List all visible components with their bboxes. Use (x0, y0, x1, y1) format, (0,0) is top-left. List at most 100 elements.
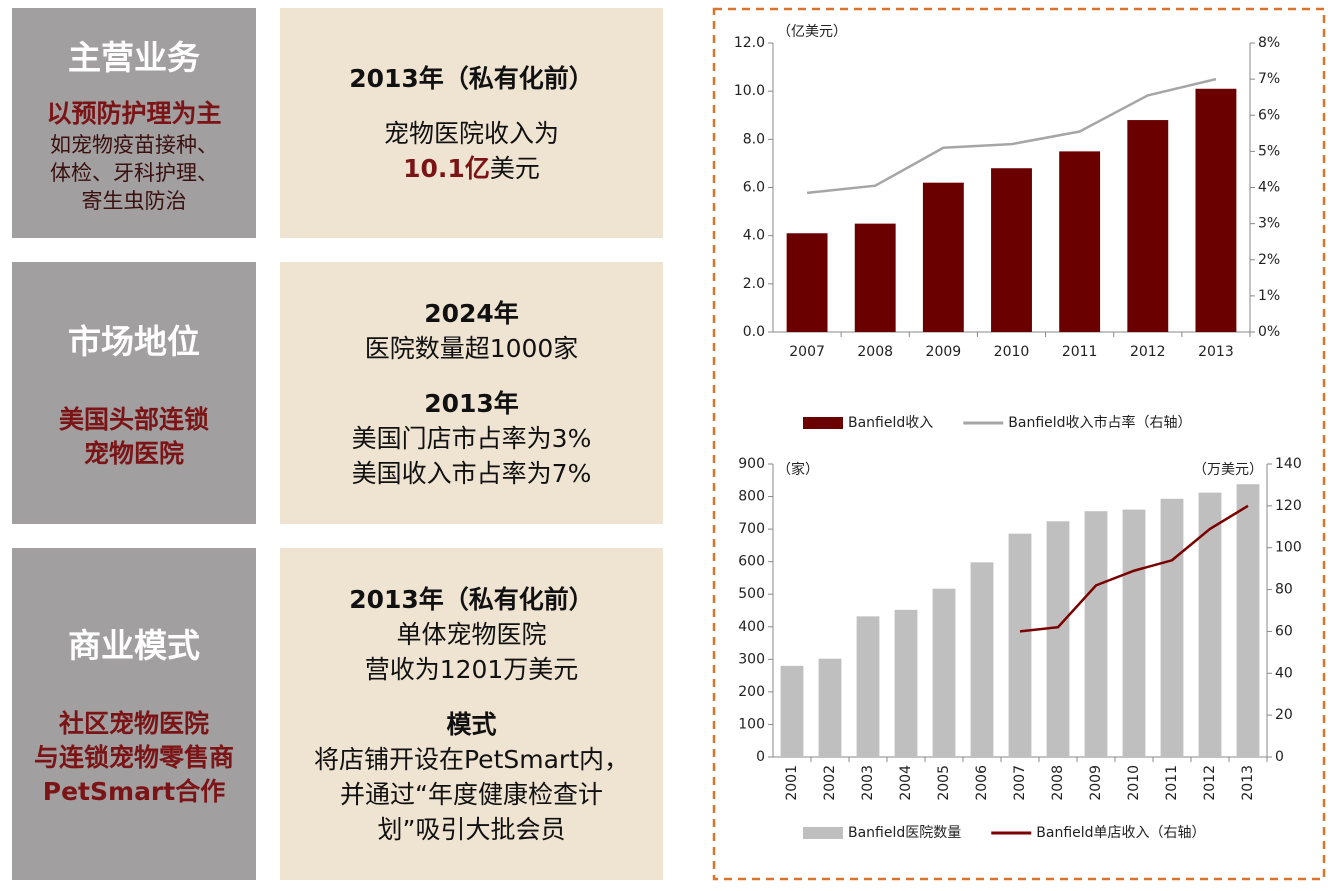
line (1019, 504, 1249, 633)
x-tick-label: 2011 (1164, 765, 1180, 801)
panel-title: 商业模式 (68, 626, 200, 665)
axis-unit: （万美元） (1193, 462, 1263, 478)
x-tick-label: 2008 (857, 344, 893, 360)
panel-detail: 2013年（私有化前） 宠物医院收入为 10.1亿美元 (280, 8, 663, 238)
panel-text: 美国收入市占率为7% (351, 458, 592, 488)
x-tick-label: 2004 (898, 765, 914, 801)
tick-label: 400 (738, 619, 765, 635)
x-tick-label: 2007 (789, 344, 825, 360)
tick-label: 40 (1275, 665, 1293, 681)
x-tick-label: 2012 (1130, 344, 1166, 360)
bar (1195, 88, 1237, 332)
panel-title: 主营业务 (68, 38, 200, 77)
bar (818, 658, 842, 757)
tick-label: 1% (1258, 288, 1280, 304)
tick-label: 0 (756, 749, 765, 765)
panel-text: 2024年 (424, 298, 519, 328)
tick-label: 3% (1258, 216, 1280, 232)
tick-label: 20 (1275, 707, 1293, 723)
tick-label: 60 (1275, 623, 1293, 639)
x-tick-label: 2013 (1198, 344, 1234, 360)
tick-label: 200 (738, 684, 765, 700)
x-tick-label: 2013 (1240, 765, 1256, 801)
bar (1127, 120, 1169, 332)
panel-detail: 2013年（私有化前） 单体宠物医院 营收为1201万美元 模式 将店铺开设在P… (280, 548, 663, 880)
panel-title: 市场地位 (68, 322, 200, 361)
line (806, 77, 1217, 195)
panel-text: 2013年（私有化前） (349, 584, 594, 614)
x-tick-label: 2008 (1050, 765, 1066, 801)
panel-text: 体检、牙科护理、 (50, 161, 218, 185)
bar (970, 562, 994, 757)
tick-label: 100 (738, 716, 765, 732)
tick-label: 2.0 (743, 276, 765, 292)
panel-text: 并通过“年度健康检查计 (340, 779, 603, 809)
axis-unit: （亿美元） (777, 24, 847, 40)
tick-label: 6% (1258, 107, 1280, 123)
tick-label: 12.0 (734, 35, 765, 51)
panel-text: 美国头部连锁 (58, 405, 209, 434)
x-tick-label: 2002 (822, 765, 838, 801)
tick-label: 10.0 (734, 83, 765, 99)
panel-text: 宠物医院收入为 (383, 118, 559, 148)
tick-label: 0% (1258, 324, 1280, 340)
x-tick-label: 2010 (994, 344, 1030, 360)
bar (856, 616, 880, 757)
panel-detail: 2024年 医院数量超1000家 2013年 美国门店市占率为3% 美国收入市占… (280, 262, 663, 524)
highlight: 10.1亿 (403, 153, 490, 183)
x-tick-label: 2007 (1012, 765, 1028, 801)
tick-label: 900 (738, 456, 765, 472)
tick-label: 0.0 (743, 324, 765, 340)
tick-label: 7% (1258, 71, 1280, 87)
tick-label: 8.0 (743, 131, 765, 147)
panel-text: 社区宠物医院 (58, 709, 209, 738)
panel-text: 将店铺开设在PetSmart内， (314, 744, 629, 774)
bar (1236, 484, 1260, 757)
bar (991, 168, 1032, 332)
x-tick-label: 2009 (926, 344, 962, 360)
tick-label: 300 (738, 651, 765, 667)
panel-label: 商业模式 社区宠物医院 与连锁宠物零售商 PetSmart合作 (12, 548, 256, 880)
bar (1122, 509, 1146, 757)
x-tick-label: 2003 (860, 765, 876, 801)
bar (932, 588, 956, 757)
bar (1046, 521, 1070, 757)
tick-label: 0 (1275, 749, 1284, 765)
panel-text: 医院数量超1000家 (364, 333, 579, 363)
x-tick-label: 2006 (974, 765, 990, 801)
legend-label: Banfield收入市占率（右轴） (1008, 414, 1191, 431)
panel-text: 2013年 (424, 388, 519, 418)
tick-label: 140 (1275, 456, 1302, 472)
bar (894, 609, 918, 757)
tick-label: 100 (1275, 540, 1302, 556)
x-tick-label: 2010 (1126, 765, 1142, 801)
tick-label: 800 (738, 489, 765, 505)
axis-unit: （家） (777, 461, 819, 478)
tick-label: 4% (1258, 180, 1280, 196)
tick-label: 6.0 (743, 180, 765, 196)
frame (712, 7, 1326, 881)
panel-label: 主营业务 以预防护理为主 如宠物疫苗接种、 体检、牙科护理、 寄生虫防治 (12, 8, 256, 238)
panel-text: PetSmart合作 (42, 777, 226, 806)
panel-text: 美国门店市占率为3% (351, 423, 592, 453)
tick-label: 120 (1275, 498, 1302, 514)
panel-text: 如宠物疫苗接种、 (50, 133, 218, 157)
tick-label: 600 (738, 554, 765, 570)
legend-label: Banfield单店收入（右轴） (1036, 825, 1205, 841)
tick-label: 500 (738, 586, 765, 602)
bar (1160, 498, 1184, 757)
bar (1198, 492, 1222, 757)
tick-label: 2% (1258, 252, 1280, 268)
panel-text: 10.1亿美元 (280, 151, 663, 186)
bar (786, 233, 828, 332)
legend-label: Banfield医院数量 (848, 825, 961, 841)
bar (1059, 151, 1101, 332)
panel-text: 单体宠物医院 (396, 619, 547, 649)
x-tick-label: 2005 (936, 765, 952, 801)
panel-text: 模式 (446, 709, 497, 739)
panel-text: 与连锁宠物零售商 (33, 743, 234, 772)
panel-text: 宠物医院 (83, 439, 184, 468)
bar (1084, 511, 1108, 757)
